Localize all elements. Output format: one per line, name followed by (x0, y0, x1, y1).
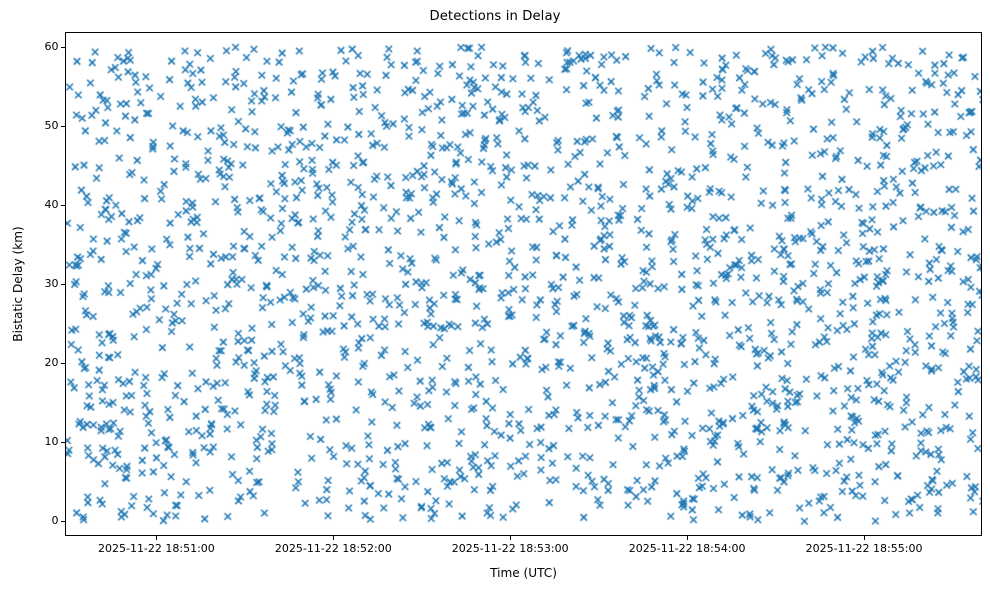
y-tick-label: 0 (51, 513, 59, 527)
y-tick-label: 20 (44, 355, 59, 369)
page-title: Detections in Delay (429, 9, 561, 24)
y-tick-label: 10 (44, 434, 59, 448)
x-tick-label: 2025-11-22 18:54:00 (628, 542, 746, 555)
y-tick-mark (61, 126, 65, 128)
y-tick-label: 40 (44, 197, 59, 211)
x-axis-label: Time (UTC) (490, 566, 557, 580)
y-tick-label: 30 (44, 276, 59, 290)
x-tick-mark (863, 536, 865, 540)
y-axis-label-text: Bistatic Delay (km) (11, 226, 25, 342)
x-tick-label: 2025-11-22 18:55:00 (805, 542, 923, 555)
y-tick-mark (61, 442, 65, 444)
y-tick-mark (61, 521, 65, 523)
scatter-plot-canvas (66, 33, 981, 535)
x-tick-label: 2025-11-22 18:53:00 (451, 542, 569, 555)
y-tick-label: 50 (44, 118, 59, 132)
y-tick-mark (61, 284, 65, 286)
y-tick-label: 60 (44, 39, 59, 53)
plot-axes (65, 32, 982, 536)
x-tick-mark (686, 536, 688, 540)
x-tick-label: 2025-11-22 18:52:00 (274, 542, 392, 555)
y-tick-mark (61, 47, 65, 49)
x-tick-label: 2025-11-22 18:51:00 (97, 542, 215, 555)
y-tick-mark (61, 363, 65, 365)
x-tick-mark (332, 536, 334, 540)
x-tick-mark (509, 536, 511, 540)
x-tick-mark (155, 536, 157, 540)
y-axis-label: Bistatic Delay (km) (10, 32, 26, 536)
y-tick-mark (61, 205, 65, 207)
